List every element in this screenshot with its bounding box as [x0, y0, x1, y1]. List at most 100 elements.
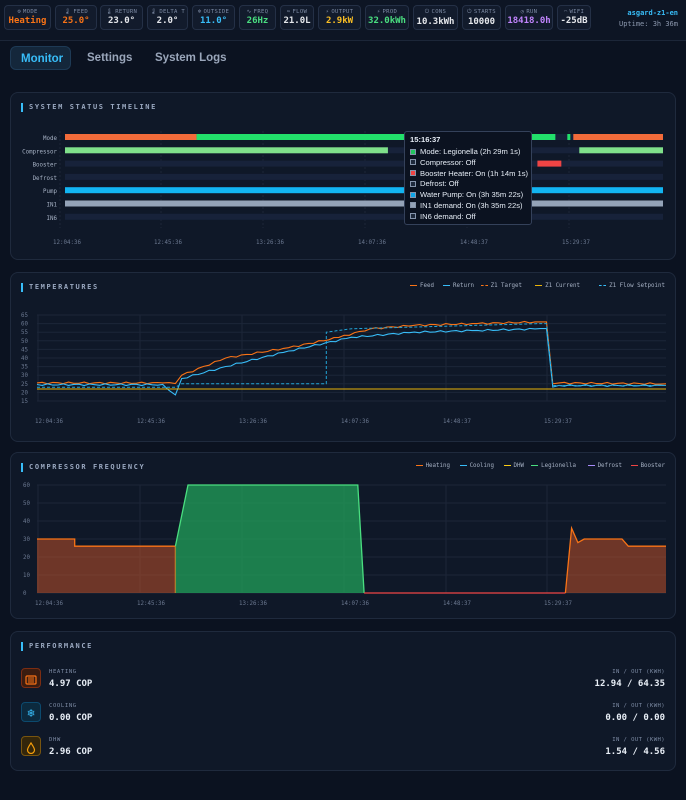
tooltip-row: IN6 demand: Off — [410, 212, 526, 223]
status-bar-segment — [65, 187, 663, 194]
legend-swatch — [535, 285, 543, 286]
status-bar-segment — [579, 147, 663, 154]
stat-label-text: FEED — [73, 9, 89, 15]
snowflake-icon: ❄ — [21, 702, 41, 722]
x-tick-label: 12:04:36 — [35, 601, 63, 607]
legend-label: Z1 Flow Setpoint — [609, 283, 665, 289]
stat-wifi: ◠ WIFI -25dB — [557, 5, 591, 30]
x-tick-label: 15:29:37 — [544, 419, 572, 425]
stat-outside: ❄ OUTSIDE 11.0° — [192, 5, 235, 30]
stat-label-text: MODE — [23, 9, 38, 15]
stat-label-text: OUTPUT — [331, 9, 354, 15]
tooltip-row: Water Pump: On (3h 35m 22s) — [410, 190, 526, 201]
delta-icon: 🌡 — [149, 9, 158, 15]
cop-value: 0.00 COP — [49, 713, 93, 723]
stat-value: 2.0° — [156, 16, 179, 26]
legend-item[interactable]: Booster — [630, 463, 665, 469]
legend-item[interactable]: Z1 Current — [535, 283, 580, 289]
legend-swatch — [630, 465, 638, 466]
y-tick-label: 55 — [21, 330, 28, 336]
legend-label: DHW — [513, 463, 524, 469]
legend-item[interactable]: DHW — [503, 463, 524, 469]
performance-panel: PERFORMANCE HEATING 4.97 COP IN / OUT (K… — [10, 631, 676, 771]
legend-item[interactable]: Feed — [410, 283, 434, 289]
stat-label-text: FLOW — [292, 9, 308, 15]
tooltip-swatch — [410, 180, 416, 187]
stat-label: ≈ FLOW — [281, 9, 313, 15]
gear-icon: ⚙ — [17, 9, 21, 15]
series-line-z1-flow-setpoint — [37, 323, 666, 388]
y-tick-label: 10 — [23, 573, 30, 579]
stat-value: 10000 — [467, 17, 496, 27]
legend-item[interactable]: Z1 Flow Setpoint — [599, 283, 665, 289]
performance-row-heating: HEATING 4.97 COP IN / OUT (KWH) 12.94 / … — [21, 668, 665, 694]
tooltip-text: IN1 demand: On (3h 35m 22s) — [420, 200, 523, 210]
y-tick-label: 50 — [21, 339, 28, 345]
row-label: Mode — [43, 136, 57, 142]
y-tick-label: 65 — [21, 313, 28, 319]
thermometer-icon: 🌡 — [105, 9, 114, 15]
x-tick-label: 14:07:36 — [341, 601, 369, 607]
stat-label-text: CONS — [431, 9, 447, 15]
performance-row-cooling: ❄ COOLING 0.00 COP IN / OUT (KWH) 0.00 /… — [21, 702, 665, 728]
temperatures-title: TEMPERATURES — [21, 283, 99, 292]
legend-label: Heating — [425, 463, 450, 469]
tooltip-swatch — [410, 213, 416, 220]
y-tick-label: 60 — [23, 483, 30, 489]
x-tick-label: 14:07:36 — [358, 240, 386, 246]
legend-label: Return — [453, 283, 474, 289]
stat-value: 25.0° — [62, 16, 90, 26]
radiator-icon — [21, 668, 41, 688]
series-line-return — [36, 327, 667, 396]
legend-item[interactable]: Legionella — [531, 463, 576, 469]
y-tick-label: 40 — [23, 519, 30, 525]
stat-label: ⚡ PROD — [366, 9, 408, 15]
series-line-feed — [36, 320, 667, 385]
temperatures-panel: TEMPERATURES Feed Return Z1 Target Z1 Curre… — [10, 272, 676, 442]
stat-run: ◷ RUN 18418.0h — [505, 5, 553, 30]
y-tick-label: 35 — [21, 365, 28, 371]
temperatures-chart: 65 60 55 50 45 40 35 30 25 20 15 12:04:36 12:45:36 13… — [21, 313, 667, 425]
tab-monitor[interactable]: Monitor — [10, 46, 71, 70]
tooltip-row: Compressor: Off — [410, 158, 526, 169]
x-tick-label: 15:29:37 — [544, 601, 572, 607]
energy-in: 1.54 — [605, 747, 628, 757]
io-label: IN / OUT (KWH) — [612, 703, 665, 709]
stat-label-text: OUTSIDE — [203, 9, 230, 15]
legend-item[interactable]: Heating — [415, 463, 450, 469]
x-tick-label: 12:45:36 — [154, 240, 182, 246]
tooltip-row: Defrost: Off — [410, 179, 526, 190]
tooltip-swatch — [410, 170, 416, 177]
stat-starts: ⏻ STARTS 10000 — [462, 5, 501, 30]
legend-item[interactable]: Return — [443, 283, 474, 289]
status-bar-segment — [196, 134, 556, 140]
status-bar-segment — [573, 134, 663, 140]
stat-label-text: STARTS — [473, 9, 496, 15]
stat-value: -25dB — [560, 16, 588, 26]
stat-value: 32.0kWh — [368, 16, 406, 26]
tooltip-swatch — [410, 202, 416, 209]
compressor-title: COMPRESSOR FREQUENCY — [21, 463, 145, 472]
stat-value: 11.0° — [199, 16, 228, 26]
y-tick-label: 30 — [21, 373, 28, 379]
x-tick-label: 12:04:36 — [53, 240, 81, 246]
y-tick-label: 15 — [21, 399, 28, 405]
x-tick-label: 12:04:36 — [35, 419, 63, 425]
stat-flow: ≈ FLOW 21.0L — [280, 5, 314, 30]
snowflake-icon: ❄ — [197, 9, 202, 15]
stat-mode: ⚙ MODE Heating — [4, 5, 51, 30]
legend-item[interactable]: Defrost — [587, 463, 622, 469]
stat-label: ◠ WIFI — [558, 9, 590, 15]
stat-label-text: RETURN — [115, 9, 138, 15]
legend-item[interactable]: Z1 Target — [480, 283, 522, 289]
io-value: 12.94 / 64.35 — [594, 679, 665, 689]
legend-item[interactable]: Cooling — [459, 463, 494, 469]
tooltip-row: IN1 demand: On (3h 35m 22s) — [410, 201, 526, 212]
tab-settings[interactable]: Settings — [87, 52, 133, 64]
tab-system-logs[interactable]: System Logs — [155, 52, 227, 64]
x-tick-label: 14:48:37 — [460, 240, 488, 246]
tooltip-swatch — [410, 148, 416, 155]
stat-label: 🌡 DELTA T — [148, 9, 187, 15]
area-heating — [37, 539, 176, 593]
y-tick-label: 20 — [21, 390, 28, 396]
